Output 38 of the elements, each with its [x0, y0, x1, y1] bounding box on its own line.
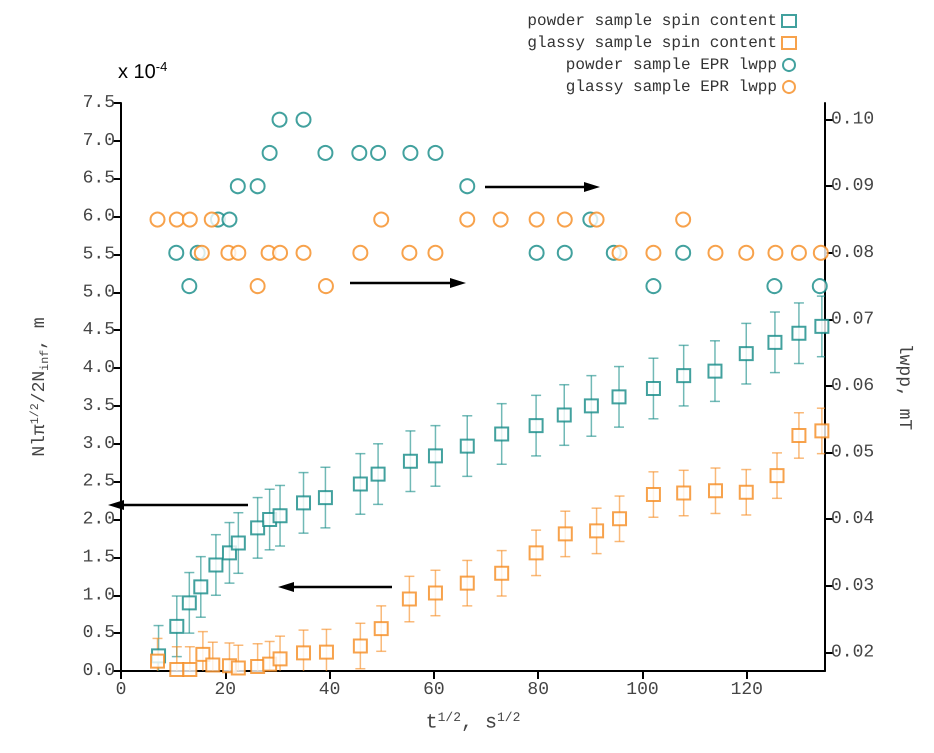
x-tick-label: 20	[214, 680, 236, 700]
y-tick-label: 6.0	[82, 206, 115, 227]
x-tick-label: 0	[116, 680, 126, 700]
y-tick-label: 5.5	[82, 244, 115, 264]
y-tick-label: 3.5	[82, 396, 115, 416]
y2-tick-label: 0.05	[831, 442, 874, 463]
y-tick-label: 7.0	[82, 130, 115, 151]
y2-axis-title: lwpp, mT	[894, 344, 914, 430]
y2-tick-label: 0.08	[831, 242, 874, 263]
y-tick-label: 1.0	[82, 585, 115, 606]
y2-tick-label: 0.04	[831, 509, 874, 530]
y-tick-label: 2.0	[82, 510, 115, 530]
y-tick-label: 4.5	[82, 320, 115, 340]
y-tick-label: 1.5	[82, 547, 115, 568]
x-tick-label: 40	[318, 680, 340, 700]
legend-label: glassy sample EPR lwpp	[566, 78, 777, 96]
y2-tick-label: 0.09	[831, 176, 874, 196]
legend-label: powder sample EPR lwpp	[566, 56, 777, 74]
y-tick-label: 7.5	[82, 93, 115, 113]
y-tick-label: 4.0	[82, 358, 115, 378]
y2-tick-label: 0.10	[831, 110, 874, 130]
x-tick-label: 60	[423, 680, 445, 700]
y-axis-title: Nlπ1/2/2Ninf, m	[28, 317, 52, 457]
x-tick-label: 120	[730, 680, 763, 700]
y-tick-label: 0.0	[82, 661, 115, 681]
y2-tick-label: 0.06	[831, 376, 874, 396]
y-tick-label: 5.0	[82, 282, 115, 302]
legend-label: powder sample spin content	[527, 12, 777, 30]
y2-tick-label: 0.02	[831, 642, 874, 662]
y2-tick-label: 0.07	[831, 309, 874, 330]
legend-label: glassy sample spin content	[527, 34, 777, 52]
x-tick-label: 100	[626, 680, 659, 700]
x-tick-label: 80	[527, 680, 549, 700]
y-tick-label: 2.5	[82, 472, 115, 492]
y2-tick-label: 0.03	[831, 576, 874, 596]
y-tick-label: 0.5	[82, 623, 115, 644]
y-tick-label: 6.5	[82, 168, 115, 189]
y-tick-label: 3.0	[82, 434, 115, 454]
